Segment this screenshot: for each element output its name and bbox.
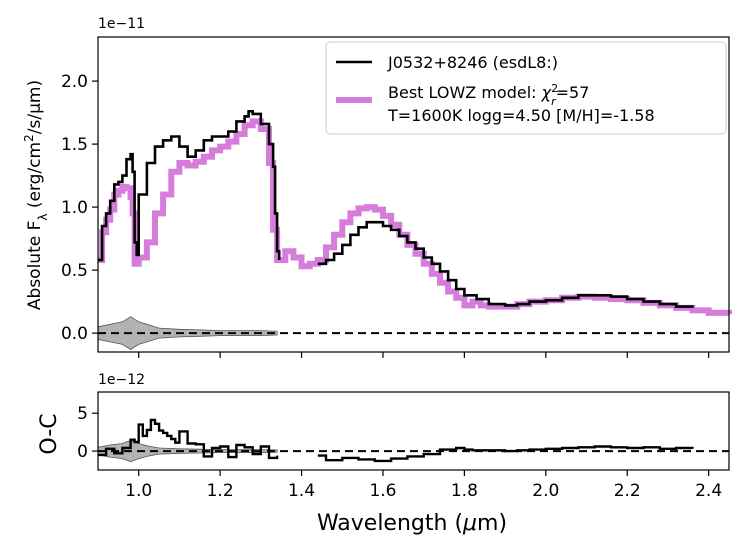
res-xtick-label: 1.0 — [125, 481, 152, 501]
residual-series-group — [98, 418, 694, 463]
legend: J0532+8246 (esdL8:) Best LOWZ model: χ2 r… — [325, 41, 727, 135]
main-ytick-label: 1.5 — [61, 135, 88, 155]
res-xtick-label: 2.2 — [614, 481, 641, 501]
main-x-ticks — [138, 352, 710, 358]
legend-label-observed: J0532+8246 (esdL8:) — [387, 53, 558, 72]
residual-axes-frame — [97, 391, 730, 471]
main-band-area — [97, 316, 278, 350]
residual-y-ticks: 05 — [77, 404, 98, 462]
main-series-best-lowz-model — [98, 118, 732, 316]
res-xtick-label: 1.4 — [288, 481, 315, 501]
main-series-j0532-8246-esdl8-h-k — [317, 220, 694, 308]
residual-panel: 1e−12 1.0 1.2 1.4 1.6 1.8 2.0 2.2 2.4 05 O-C Wa… — [37, 372, 730, 536]
legend-label-model-line2: T=1600K logg=4.50 [M/H]=-1.58 — [387, 106, 655, 125]
main-ytick-label: 0.5 — [61, 261, 88, 281]
res-series-o-c-h-k-bands- — [317, 445, 694, 463]
main-uncertainty-band — [97, 316, 278, 350]
res-ytick-label: 5 — [77, 404, 88, 424]
res-series-o-c-j-band- — [98, 418, 279, 460]
main-series-group — [98, 110, 732, 316]
legend-label-model-line1: Best LOWZ model: χ2 r=57 — [388, 82, 589, 108]
res-xtick-label: 1.2 — [207, 481, 234, 501]
main-y-axis-label: Absolute Fλ (erg/cm2/s/μm) — [22, 80, 50, 310]
main-ytick-label: 0.0 — [61, 324, 88, 344]
res-xtick-label: 2.0 — [532, 481, 559, 501]
residual-offset-text: 1e−12 — [98, 372, 145, 388]
res-xtick-label: 1.6 — [369, 481, 396, 501]
main-ytick-label: 2.0 — [61, 72, 88, 92]
residual-y-axis-label: O-C — [37, 413, 62, 454]
res-ytick-label: 0 — [77, 442, 88, 462]
res-xtick-label: 1.8 — [451, 481, 478, 501]
main-offset-text: 1e−11 — [98, 16, 145, 32]
main-axes-frame — [97, 36, 730, 353]
main-ytick-label: 1.0 — [61, 198, 88, 218]
x-axis-label: Wavelength (μm) — [317, 511, 507, 536]
main-series-j0532-8246-esdl8- — [98, 110, 281, 262]
main-y-ticks: 0.0 0.5 1.0 1.5 2.0 — [61, 72, 98, 344]
legend-box — [325, 41, 727, 135]
res-xtick-label: 2.4 — [695, 481, 722, 501]
residual-uncertainty-band — [97, 440, 278, 463]
main-panel: 1e−11 0.0 0.5 1.0 1.5 2.0 J0532+8246 (esdL8:… — [22, 16, 732, 358]
res-band-area — [97, 440, 278, 463]
residual-x-ticks: 1.0 1.2 1.4 1.6 1.8 2.0 2.2 2.4 — [125, 470, 722, 501]
